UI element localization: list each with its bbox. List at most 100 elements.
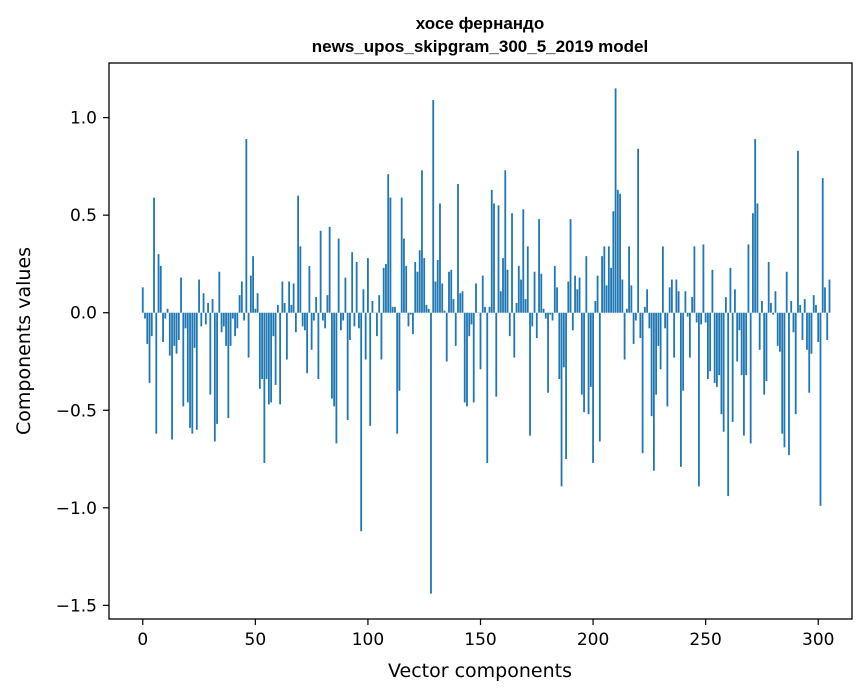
bar-component-299 bbox=[815, 304, 817, 313]
bar-component-94 bbox=[353, 312, 356, 327]
bar-component-55 bbox=[265, 312, 268, 380]
bar-component-61 bbox=[279, 312, 282, 405]
bar-component-250 bbox=[704, 312, 707, 323]
bar-component-190 bbox=[569, 219, 572, 313]
bar-component-16 bbox=[177, 312, 180, 341]
bar-component-242 bbox=[686, 312, 689, 317]
x-tick-label: 250 bbox=[689, 630, 721, 650]
bar-component-228 bbox=[655, 312, 658, 395]
bar-component-32 bbox=[213, 312, 216, 442]
bar-component-34 bbox=[218, 271, 221, 313]
bar-component-160 bbox=[502, 258, 504, 313]
bar-component-218 bbox=[632, 312, 635, 344]
y-tick-label: −1.0 bbox=[56, 499, 97, 519]
bar-component-286 bbox=[785, 271, 788, 313]
bar-component-97 bbox=[360, 312, 363, 532]
bar-component-206 bbox=[605, 285, 608, 313]
bar-component-197 bbox=[585, 256, 588, 313]
bar-component-109 bbox=[387, 174, 390, 313]
bar-component-163 bbox=[508, 312, 511, 337]
bar-component-159 bbox=[499, 291, 502, 313]
bar-component-167 bbox=[517, 265, 520, 313]
bar-component-154 bbox=[488, 306, 491, 313]
bar-component-181 bbox=[549, 312, 552, 315]
bar-component-80 bbox=[321, 312, 324, 321]
bar-component-295 bbox=[806, 312, 808, 350]
bar-component-118 bbox=[407, 312, 410, 327]
bar-component-81 bbox=[324, 312, 327, 329]
chart-title-line1: хосе фернандо bbox=[416, 14, 544, 33]
bar-component-161 bbox=[504, 170, 507, 313]
x-tick-label: 50 bbox=[245, 630, 267, 650]
bar-component-41 bbox=[234, 312, 236, 337]
bar-component-29 bbox=[207, 302, 209, 313]
bar-component-39 bbox=[229, 312, 232, 346]
bar-component-173 bbox=[531, 312, 534, 327]
bar-component-22 bbox=[191, 312, 194, 434]
bar-component-176 bbox=[538, 219, 540, 313]
bar-component-211 bbox=[616, 189, 619, 313]
bar-component-11 bbox=[166, 308, 169, 313]
bar-component-200 bbox=[592, 312, 594, 463]
bar-component-1 bbox=[144, 312, 146, 319]
bar-component-25 bbox=[198, 279, 200, 313]
bar-component-243 bbox=[688, 312, 691, 358]
bar-component-174 bbox=[533, 271, 536, 313]
bar-component-56 bbox=[267, 312, 270, 405]
bar-component-111 bbox=[391, 306, 394, 313]
bar-component-51 bbox=[256, 293, 259, 313]
bar-component-17 bbox=[180, 277, 182, 313]
bar-component-50 bbox=[254, 308, 257, 313]
bar-component-266 bbox=[740, 312, 743, 376]
bar-component-201 bbox=[594, 301, 597, 313]
bar-component-90 bbox=[344, 277, 347, 313]
bar-component-131 bbox=[436, 260, 439, 313]
bar-component-183 bbox=[553, 265, 556, 313]
bar-component-0 bbox=[141, 287, 144, 313]
bar-component-70 bbox=[299, 246, 302, 313]
bar-component-54 bbox=[263, 312, 266, 463]
bar-component-21 bbox=[189, 312, 191, 428]
bar-component-119 bbox=[409, 312, 412, 315]
bar-component-282 bbox=[776, 312, 779, 346]
bar-component-66 bbox=[290, 304, 293, 313]
bar-component-86 bbox=[335, 312, 338, 444]
bar-component-205 bbox=[603, 246, 606, 313]
bar-component-169 bbox=[522, 209, 525, 313]
bar-component-116 bbox=[403, 238, 405, 313]
bar-component-196 bbox=[583, 312, 585, 413]
bar-component-229 bbox=[657, 312, 660, 346]
bar-component-49 bbox=[252, 256, 254, 313]
bar-component-69 bbox=[297, 195, 300, 313]
x-tick-label: 300 bbox=[802, 630, 834, 650]
bar-component-152 bbox=[484, 306, 486, 313]
bar-component-77 bbox=[315, 297, 318, 313]
bar-component-236 bbox=[673, 312, 676, 358]
bar-component-139 bbox=[454, 312, 457, 346]
bar-component-280 bbox=[772, 312, 775, 315]
bar-component-273 bbox=[756, 203, 759, 313]
bar-component-185 bbox=[558, 312, 561, 380]
bar-component-7 bbox=[157, 254, 160, 313]
bar-component-258 bbox=[722, 312, 725, 432]
bar-component-146 bbox=[470, 312, 473, 325]
bar-component-59 bbox=[274, 312, 277, 385]
y-tick-label: 0.5 bbox=[70, 206, 97, 226]
bar-component-278 bbox=[767, 261, 770, 313]
bar-component-72 bbox=[303, 312, 306, 331]
bar-component-245 bbox=[693, 246, 696, 313]
bar-component-284 bbox=[781, 312, 784, 434]
bar-component-18 bbox=[182, 312, 185, 407]
bar-component-255 bbox=[716, 312, 718, 387]
bar-component-171 bbox=[526, 246, 529, 313]
bar-component-265 bbox=[738, 312, 741, 331]
x-tick-label: 0 bbox=[137, 630, 148, 650]
bar-component-202 bbox=[596, 275, 599, 313]
bar-component-241 bbox=[684, 291, 687, 313]
bar-component-10 bbox=[164, 312, 167, 319]
bar-component-73 bbox=[306, 312, 309, 374]
chart-title-line2: news_upos_skipgram_300_5_2019 model bbox=[312, 37, 648, 56]
bar-component-145 bbox=[468, 312, 471, 337]
bar-component-47 bbox=[247, 312, 250, 358]
